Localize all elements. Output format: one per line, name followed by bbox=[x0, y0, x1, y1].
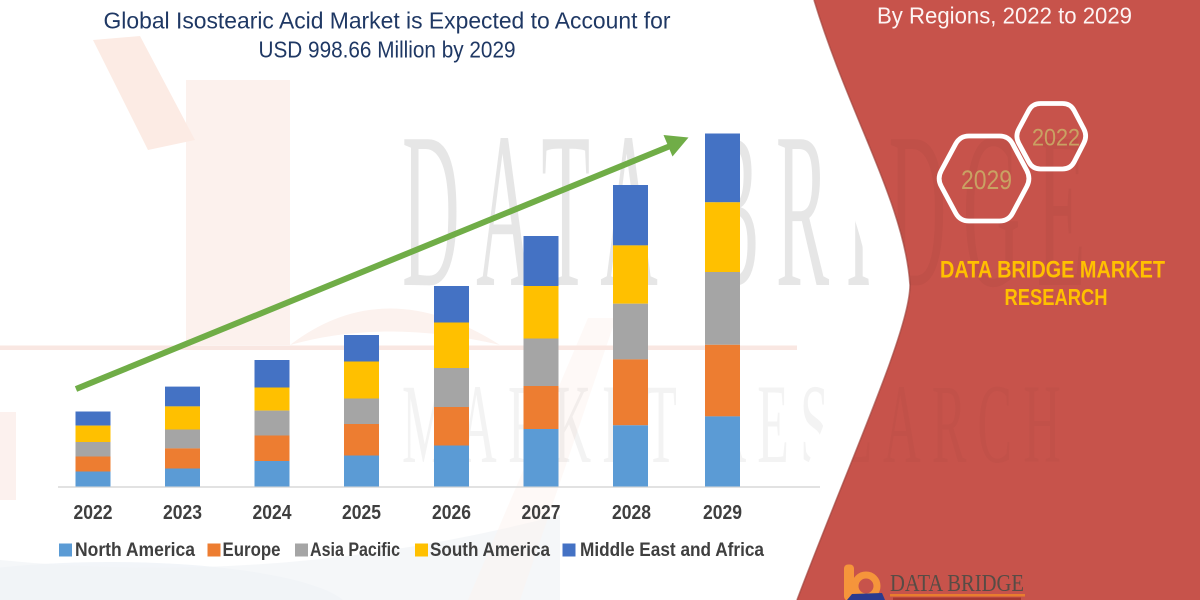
svg-text:2029: 2029 bbox=[961, 165, 1012, 195]
svg-text:2027: 2027 bbox=[522, 502, 561, 524]
svg-text:Global Isostearic Acid Market: Global Isostearic Acid Market is Expecte… bbox=[104, 8, 671, 34]
svg-text:North America: North America bbox=[75, 540, 195, 561]
svg-text:2026: 2026 bbox=[432, 502, 471, 524]
svg-text:South America: South America bbox=[430, 540, 550, 561]
svg-text:2025: 2025 bbox=[342, 502, 381, 524]
svg-text:2029: 2029 bbox=[703, 502, 742, 524]
svg-text:USD 998.66 Million by 2029: USD 998.66 Million by 2029 bbox=[259, 37, 516, 63]
svg-text:DATA BRIDGE MARKET: DATA BRIDGE MARKET bbox=[940, 257, 1165, 284]
svg-text:2023: 2023 bbox=[163, 502, 202, 524]
svg-text:Asia Pacific: Asia Pacific bbox=[310, 540, 400, 561]
svg-text:2022: 2022 bbox=[74, 502, 113, 524]
svg-text:Europe: Europe bbox=[223, 540, 281, 561]
svg-text:2022: 2022 bbox=[1032, 125, 1080, 152]
svg-text:DATA BRIDGE: DATA BRIDGE bbox=[890, 571, 1024, 597]
svg-text:RESEARCH: RESEARCH bbox=[1005, 284, 1108, 310]
svg-text:By Regions, 2022 to 2029: By Regions, 2022 to 2029 bbox=[877, 3, 1132, 29]
svg-text:2028: 2028 bbox=[612, 502, 651, 524]
svg-text:2024: 2024 bbox=[253, 502, 293, 524]
svg-text:Middle East and Africa: Middle East and Africa bbox=[580, 540, 764, 561]
